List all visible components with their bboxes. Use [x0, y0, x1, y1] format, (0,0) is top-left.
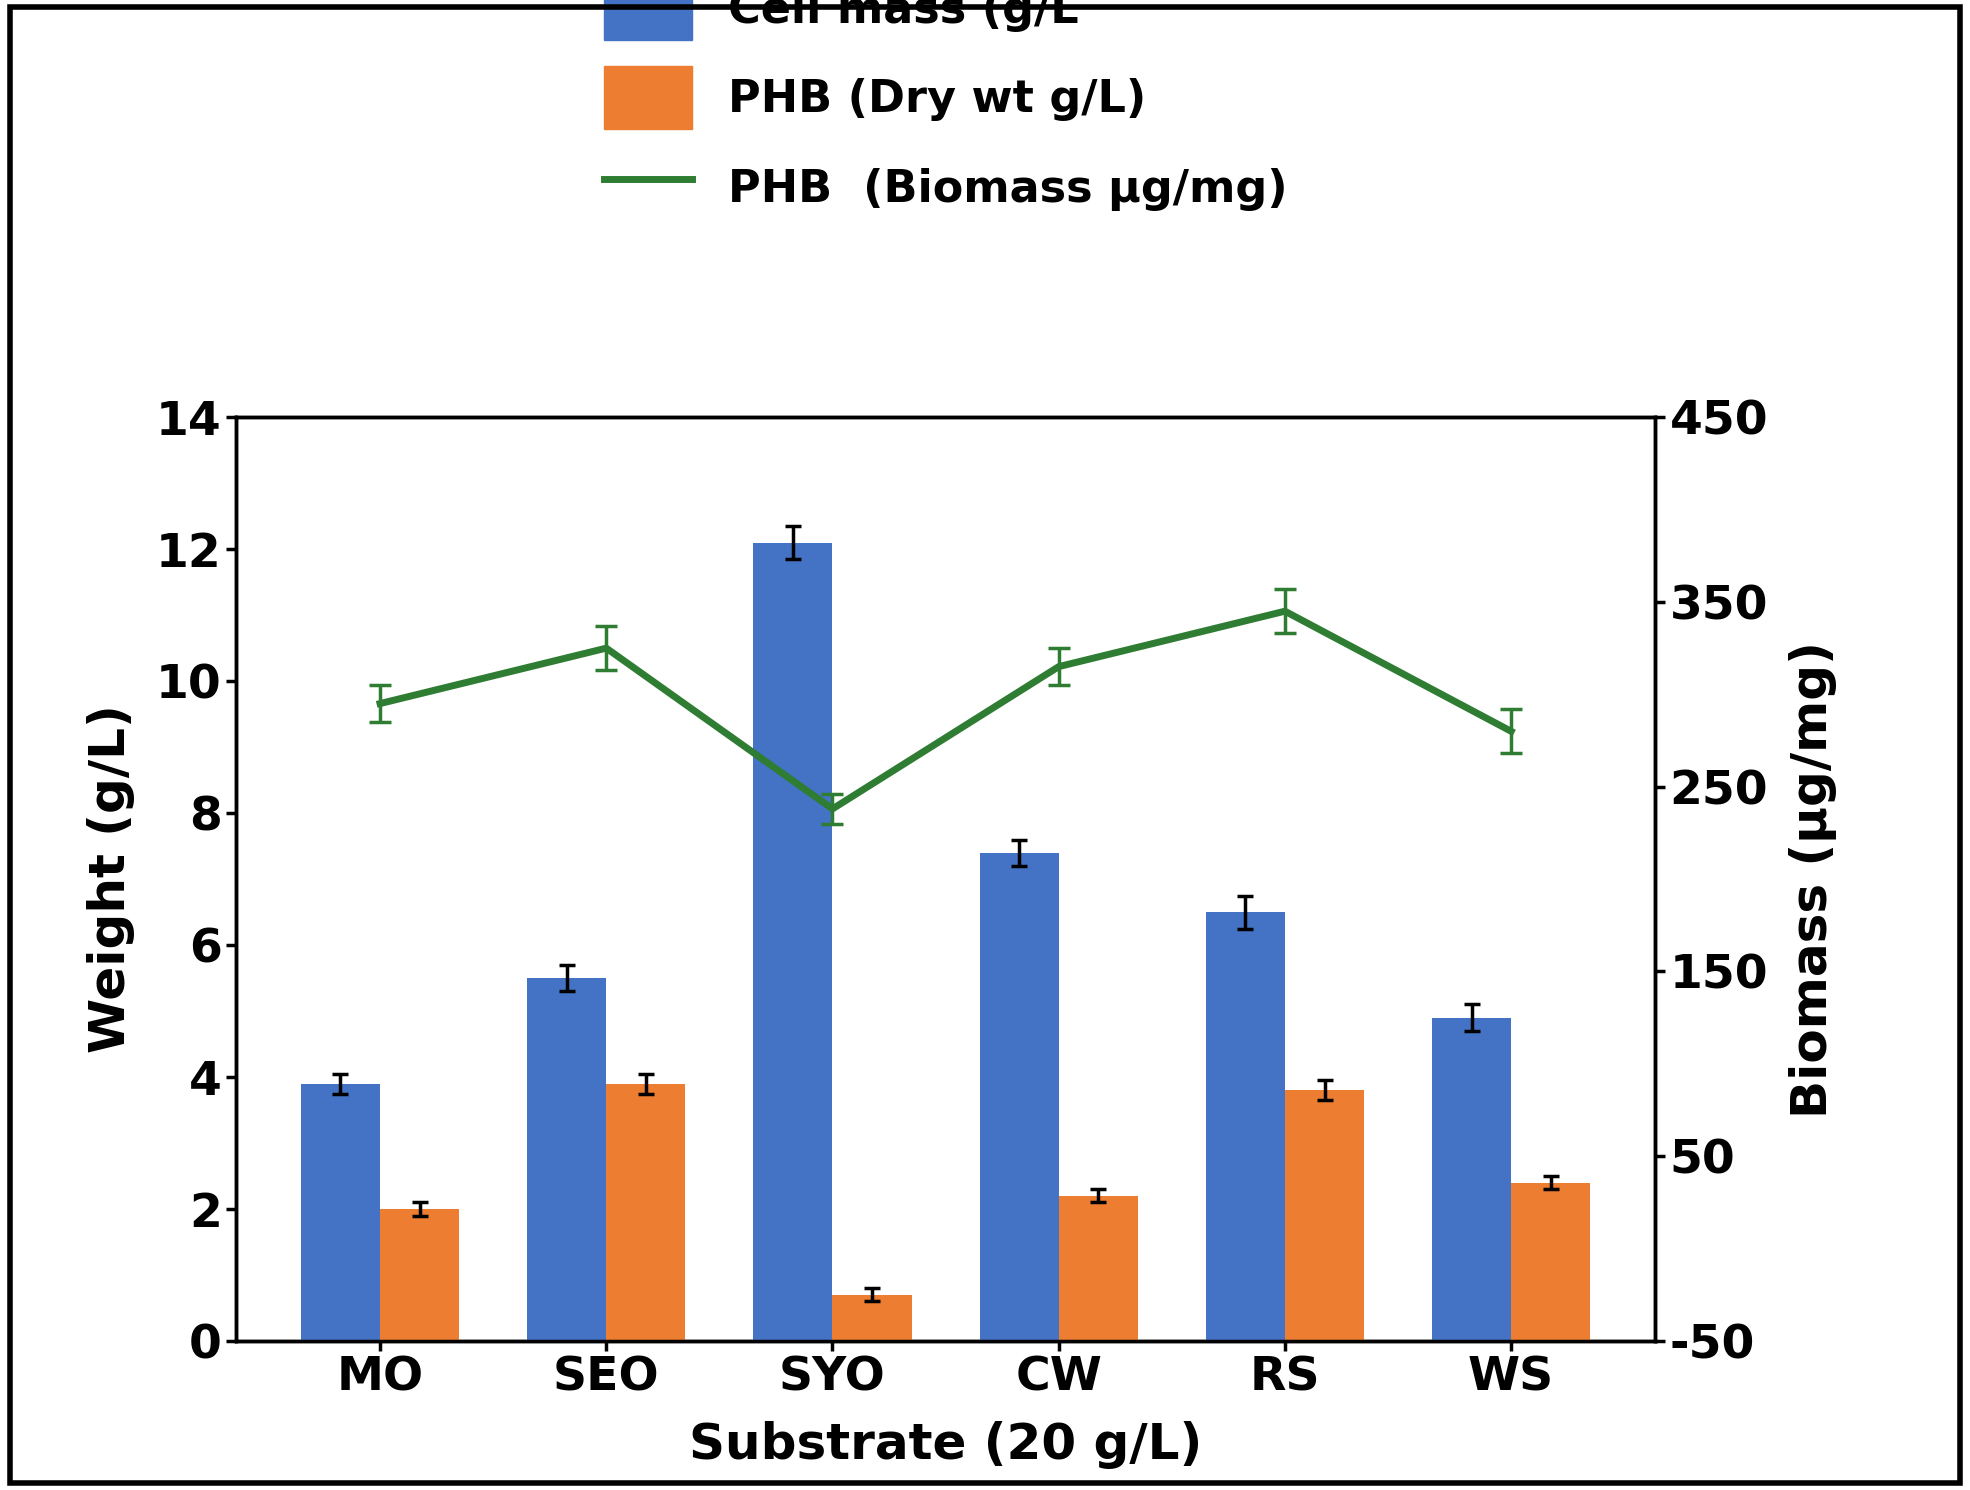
Bar	[301, 1083, 380, 1341]
Bar	[979, 852, 1058, 1341]
Bar	[380, 1208, 459, 1341]
Bar	[753, 542, 833, 1341]
Bar	[1058, 1196, 1139, 1341]
Y-axis label: Biomass (μg/mg): Biomass (μg/mg)	[1789, 641, 1836, 1118]
Bar	[1284, 1091, 1363, 1341]
Y-axis label: Weight (g/L): Weight (g/L)	[87, 705, 136, 1053]
X-axis label: Substrate (20 g/L): Substrate (20 g/L)	[690, 1421, 1202, 1469]
Bar	[1432, 1018, 1511, 1341]
Bar	[1511, 1183, 1590, 1341]
Bar	[607, 1083, 686, 1341]
Legend: Cell mass (g/L, PHB (Dry wt g/L), PHB  (Biomass μg/mg): Cell mass (g/L, PHB (Dry wt g/L), PHB (B…	[585, 0, 1306, 237]
Bar	[833, 1295, 912, 1341]
Bar	[528, 977, 607, 1341]
Bar	[1206, 912, 1284, 1341]
